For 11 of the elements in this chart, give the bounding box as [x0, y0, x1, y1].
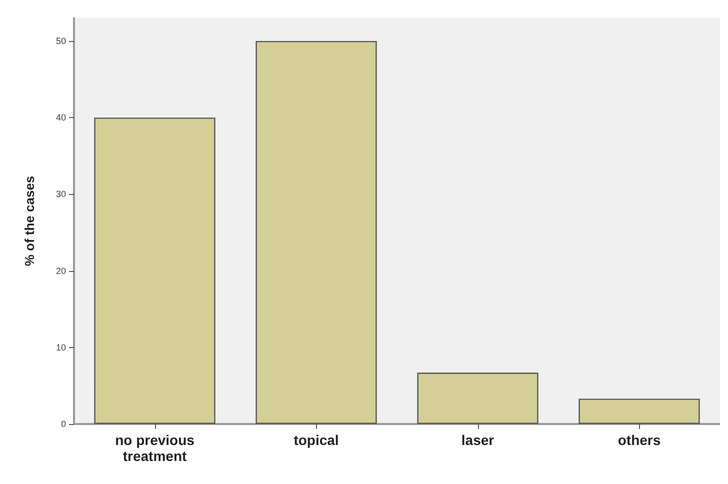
- y-tick-label: 30: [56, 189, 66, 200]
- y-tick-label: 40: [56, 112, 66, 123]
- y-axis-title: % of the cases: [22, 176, 37, 266]
- y-tick-label: 10: [56, 342, 66, 352]
- y-tick-label: 0: [60, 419, 66, 429]
- y-tick-label: 50: [56, 36, 66, 46]
- x-tick-label: no previous treatment: [115, 432, 195, 464]
- y-tick-label: 20: [56, 266, 66, 276]
- x-tick-label: topical: [294, 432, 339, 448]
- x-tick-label: others: [618, 432, 661, 448]
- x-tick-label: laser: [461, 432, 495, 448]
